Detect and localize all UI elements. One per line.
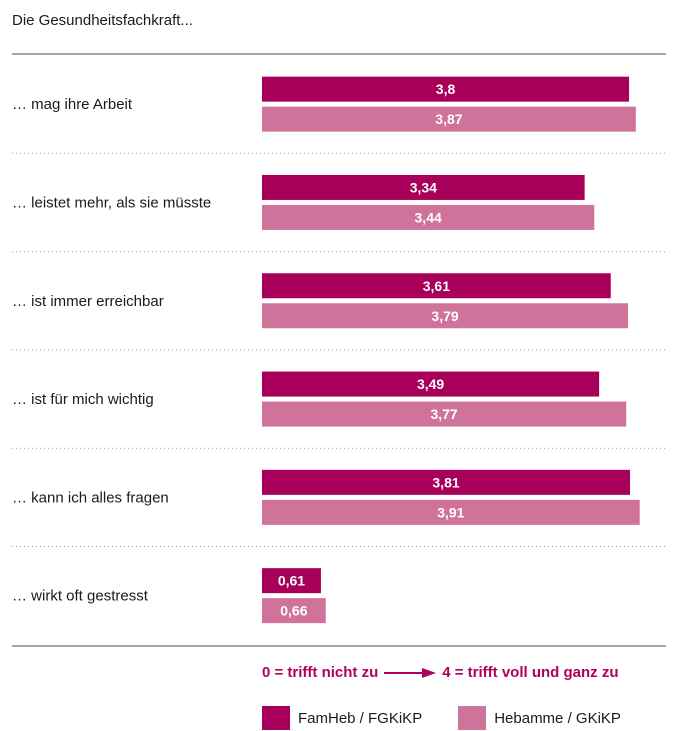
category-label: … mag ihre Arbeit xyxy=(12,96,133,113)
data-label: 0,61 xyxy=(278,573,305,589)
bar xyxy=(262,499,640,525)
legend-swatch-series1 xyxy=(262,706,290,730)
bar xyxy=(262,76,630,102)
bar xyxy=(262,273,611,299)
legend-label-series1: FamHeb / FGKiKP xyxy=(298,709,423,727)
arrow-right-icon xyxy=(384,667,437,678)
data-label: 3,44 xyxy=(415,209,442,225)
bar xyxy=(262,598,326,624)
data-label: 3,61 xyxy=(423,278,450,294)
legend: FamHeb / FGKiKP Hebamme / GKiKP xyxy=(262,706,621,730)
data-label: 0,66 xyxy=(280,603,307,619)
legend-item-series1: FamHeb / FGKiKP xyxy=(262,706,422,730)
data-label: 3,34 xyxy=(410,179,437,195)
bar xyxy=(262,568,321,594)
legend-swatch-series2 xyxy=(458,706,487,730)
data-label: 3,49 xyxy=(417,376,444,392)
category-label: … kann ich alles fragen xyxy=(12,489,169,506)
scale-note: 0 = trifft nicht zu 4 = trifft voll und … xyxy=(262,664,619,681)
bar xyxy=(262,174,585,200)
scale-low-label: 0 = trifft nicht zu xyxy=(262,664,379,681)
bar xyxy=(262,303,629,329)
chart-title: Die Gesundheitsfachkraft... xyxy=(12,12,193,29)
bar xyxy=(262,106,636,132)
legend-label-series2: Hebamme / GKiKP xyxy=(494,709,621,727)
category-label: … ist für mich wichtig xyxy=(12,391,154,408)
bar xyxy=(262,469,631,495)
bar xyxy=(262,204,595,230)
data-label: 3,77 xyxy=(430,406,457,422)
legend-item-series2: Hebamme / GKiKP xyxy=(458,706,621,730)
scale-high-label: 4 = trifft voll und ganz zu xyxy=(442,664,619,681)
bar xyxy=(262,371,600,397)
top-rule xyxy=(12,53,666,55)
category-label: … ist immer erreichbar xyxy=(12,293,164,310)
data-label: 3,91 xyxy=(437,504,464,520)
data-label: 3,8 xyxy=(436,81,456,97)
data-label: 3,79 xyxy=(431,308,458,324)
bar xyxy=(262,401,627,427)
data-label: 3,81 xyxy=(432,474,459,490)
data-label: 3,87 xyxy=(435,111,462,127)
bottom-rule xyxy=(12,645,666,647)
category-label: … leistet mehr, als sie müsste xyxy=(12,194,211,211)
category-label: … wirkt oft gestresst xyxy=(12,588,149,605)
